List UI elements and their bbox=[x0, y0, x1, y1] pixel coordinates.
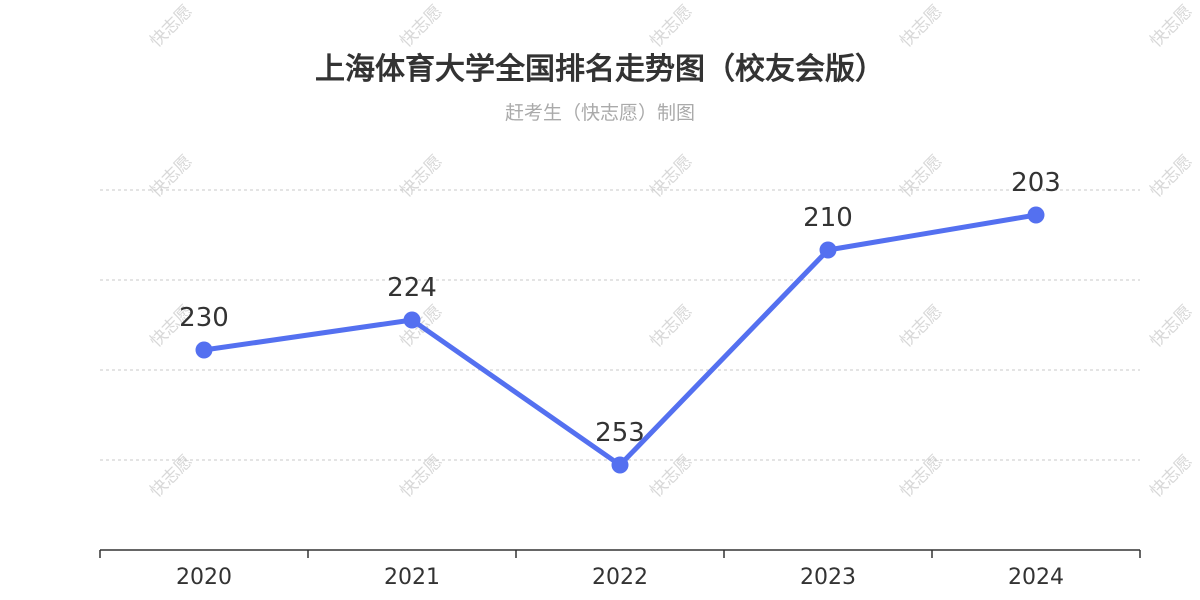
watermark-text: 快志愿 bbox=[396, 1, 446, 51]
x-tick-label-2024: 2024 bbox=[1008, 565, 1064, 590]
watermark-text: 快志愿 bbox=[396, 451, 446, 501]
watermark-text: 快志愿 bbox=[646, 151, 696, 201]
watermark-text: 快志愿 bbox=[646, 1, 696, 51]
data-label-2022: 253 bbox=[595, 418, 645, 448]
watermark-text: 快志愿 bbox=[896, 1, 946, 51]
watermark-text: 快志愿 bbox=[896, 451, 946, 501]
data-point-2020 bbox=[195, 341, 213, 359]
watermark-layer: 快志愿 快志愿 快志愿 快志愿 快志愿快志愿 快志愿 快志愿 快志愿 快志愿快志愿 快志愿 快志愿快… bbox=[146, 1, 1196, 501]
data-point-2022 bbox=[611, 456, 629, 474]
x-tick-label-2023: 2023 bbox=[800, 565, 856, 590]
watermark-text: 快志愿 bbox=[146, 1, 196, 51]
watermark-text: 快志愿 bbox=[896, 301, 946, 351]
watermark-text: 快志愿 bbox=[396, 151, 446, 201]
watermark-text: 快志愿 bbox=[1146, 151, 1196, 201]
watermark-text: 快志愿 bbox=[646, 451, 696, 501]
data-label-2020: 230 bbox=[179, 303, 229, 333]
watermark-text: 快志愿 bbox=[1146, 1, 1196, 51]
data-label-2024: 203 bbox=[1011, 168, 1061, 198]
x-axis: 2020 2021 2022 2023 2024 bbox=[99, 549, 1141, 590]
watermark-text: 快志愿 bbox=[1146, 301, 1196, 351]
chart-subtitle: 赶考生（快志愿）制图 bbox=[504, 102, 695, 124]
grid-lines bbox=[100, 189, 1140, 461]
series-layer bbox=[195, 206, 1045, 474]
x-tick-label-2020: 2020 bbox=[176, 565, 232, 590]
data-point-2024 bbox=[1027, 206, 1045, 224]
data-point-2021 bbox=[403, 311, 421, 329]
data-label-2023: 210 bbox=[803, 203, 853, 233]
chart-title: 上海体育大学全国排名走势图（校友会版） bbox=[315, 52, 885, 87]
watermark-text: 快志愿 bbox=[896, 151, 946, 201]
data-label-layer: 230 224 253 210 203 bbox=[179, 168, 1061, 448]
x-tick-label-2021: 2021 bbox=[384, 565, 440, 590]
x-tick-label-2022: 2022 bbox=[592, 565, 648, 590]
watermark-text: 快志愿 bbox=[146, 451, 196, 501]
watermark-text: 快志愿 bbox=[146, 151, 196, 201]
watermark-text: 快志愿 bbox=[1146, 451, 1196, 501]
data-label-2021: 224 bbox=[387, 273, 437, 303]
data-point-2023 bbox=[819, 241, 837, 259]
watermark-text: 快志愿 bbox=[646, 301, 696, 351]
